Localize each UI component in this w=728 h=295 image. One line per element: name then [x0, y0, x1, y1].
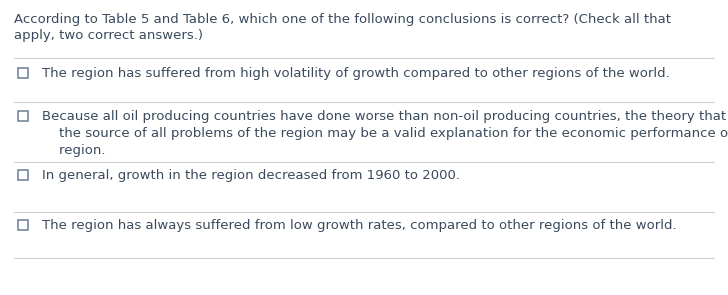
Text: In general, growth in the region decreased from 1960 to 2000.: In general, growth in the region decreas… — [42, 169, 460, 182]
Text: The region has always suffered from low growth rates, compared to other regions : The region has always suffered from low … — [42, 219, 676, 232]
Bar — [18, 111, 28, 121]
Text: According to Table 5 and Table 6, which one of the following conclusions is corr: According to Table 5 and Table 6, which … — [14, 13, 671, 26]
Text: Because all oil producing countries have done worse than non-oil producing count: Because all oil producing countries have… — [42, 110, 728, 157]
Text: apply, two correct answers.): apply, two correct answers.) — [14, 29, 203, 42]
Bar — [18, 68, 28, 78]
Text: The region has suffered from high volatility of growth compared to other regions: The region has suffered from high volati… — [42, 67, 670, 80]
Bar — [18, 220, 28, 230]
Bar — [18, 170, 28, 180]
